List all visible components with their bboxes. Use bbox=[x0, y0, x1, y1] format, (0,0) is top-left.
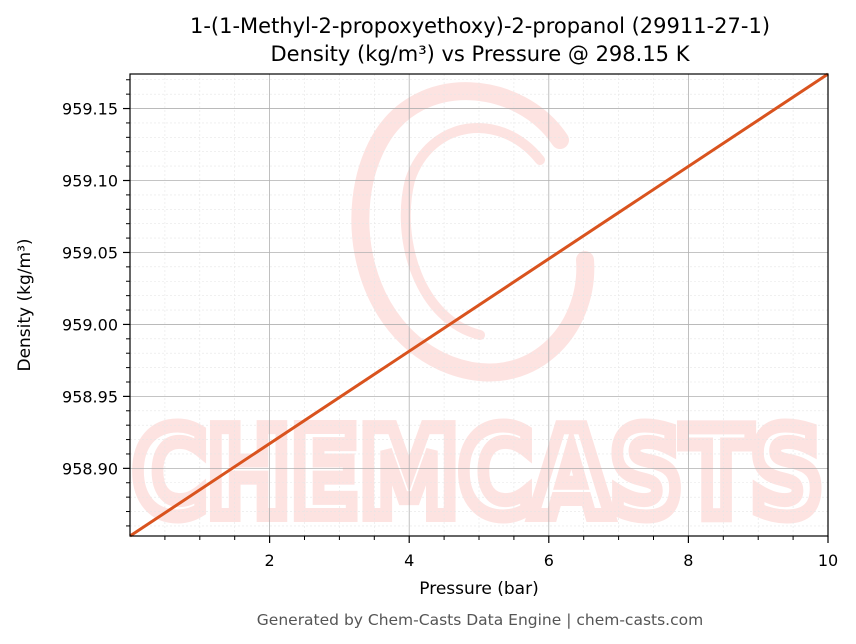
footer-credit: Generated by Chem-Casts Data Engine | ch… bbox=[257, 611, 703, 629]
y-tick-label: 959.05 bbox=[62, 243, 118, 262]
y-axis-ticks: 958.90 958.95 959.00 959.05 959.10 959.15 bbox=[62, 79, 130, 527]
series-layer bbox=[129, 72, 829, 538]
series-line bbox=[129, 72, 829, 538]
y-tick-label: 959.15 bbox=[62, 100, 118, 119]
x-axis-ticks: 2 4 6 8 10 bbox=[164, 536, 838, 570]
y-tick-label: 958.95 bbox=[62, 387, 118, 406]
y-tick-label: 958.90 bbox=[62, 459, 118, 478]
x-tick-label: 6 bbox=[544, 551, 554, 570]
y-axis-label: Density (kg/m³) bbox=[15, 238, 35, 371]
y-tick-label: 959.10 bbox=[62, 172, 118, 191]
minor-grid bbox=[130, 74, 828, 536]
x-tick-label: 2 bbox=[265, 551, 275, 570]
x-axis-label: Pressure (bar) bbox=[419, 579, 538, 599]
watermark-swirl-inner bbox=[400, 123, 545, 340]
watermark-text: CHEMCASTS bbox=[133, 405, 823, 544]
watermark: CHEMCASTS bbox=[126, 82, 830, 551]
y-tick-label: 959.00 bbox=[62, 315, 118, 334]
chart-title: 1-(1-Methyl-2-propoxyethoxy)-2-propanol … bbox=[190, 14, 770, 38]
watermark-swirl bbox=[351, 82, 595, 382]
x-tick-label: 8 bbox=[683, 551, 693, 570]
x-tick-label: 4 bbox=[404, 551, 414, 570]
chart-subtitle: Density (kg/m³) vs Pressure @ 298.15 K bbox=[270, 42, 690, 66]
x-tick-label: 10 bbox=[818, 551, 838, 570]
